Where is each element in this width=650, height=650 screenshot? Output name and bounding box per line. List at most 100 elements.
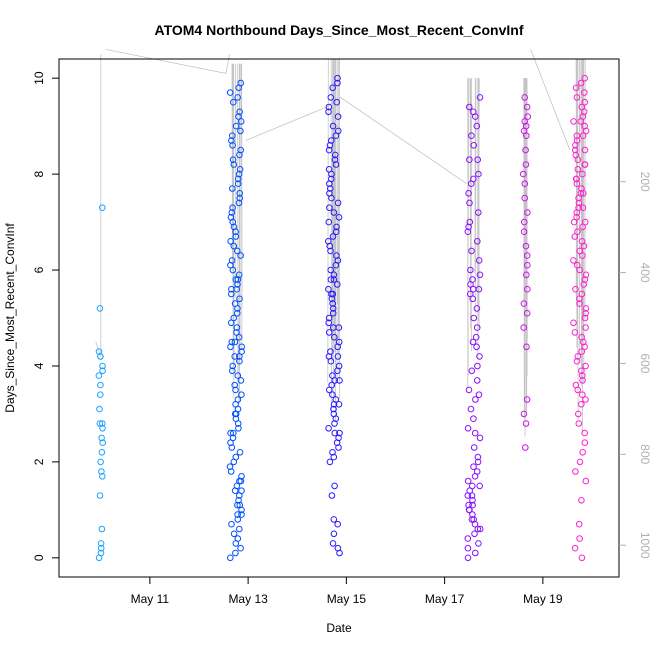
data-point: [331, 333, 338, 341]
data-point: [331, 156, 339, 163]
data-point: [236, 357, 243, 365]
data-point: [236, 492, 243, 499]
data-point: [331, 377, 339, 384]
data-point: [230, 530, 238, 538]
data-point: [334, 343, 342, 351]
data-point: [476, 525, 484, 533]
data-point: [228, 444, 236, 451]
data-point: [466, 506, 473, 514]
data-point: [226, 463, 234, 471]
data-point: [474, 238, 481, 245]
data-point: [578, 367, 585, 375]
data-point: [468, 132, 475, 139]
data-point: [574, 166, 582, 173]
data-point: [520, 170, 527, 178]
data-point: [465, 386, 473, 394]
data-point: [232, 540, 240, 547]
data-point: [329, 290, 337, 298]
data-point: [577, 79, 585, 87]
data-point: [332, 161, 340, 168]
data-point: [330, 405, 337, 413]
data-point: [331, 482, 338, 490]
data-points: [95, 74, 590, 562]
y2-tick-label: 400: [638, 263, 650, 283]
data-point: [228, 209, 236, 216]
data-point: [574, 353, 582, 360]
data-point: [476, 353, 483, 360]
data-point: [573, 357, 581, 365]
data-point: [579, 372, 586, 379]
data-point: [579, 449, 587, 456]
data-point: [334, 113, 342, 120]
data-point: [576, 266, 584, 274]
data-point: [582, 396, 589, 403]
data-point: [227, 439, 234, 447]
data-point: [336, 549, 343, 557]
data-point: [524, 261, 531, 269]
data-point: [578, 497, 585, 504]
data-point: [234, 247, 241, 255]
data-point: [523, 132, 530, 139]
data-point: [237, 544, 244, 552]
data-point: [330, 209, 338, 216]
data-point: [465, 190, 472, 197]
data-point: [576, 458, 584, 466]
y-tick-label: 4: [32, 362, 46, 369]
data-point: [572, 146, 579, 154]
data-point: [582, 477, 590, 485]
data-point: [98, 525, 106, 533]
data-point: [581, 98, 589, 106]
data-point: [464, 228, 472, 235]
data-point: [577, 118, 585, 125]
data-point: [573, 94, 581, 101]
data-point: [470, 314, 478, 322]
x-tick-label: May 13: [228, 592, 268, 606]
data-point: [476, 482, 484, 490]
data-point: [521, 118, 529, 125]
data-point: [470, 463, 477, 471]
data-point: [575, 199, 583, 207]
data-point: [236, 353, 243, 360]
data-point: [227, 343, 234, 351]
data-point: [335, 444, 342, 451]
data-point: [234, 175, 242, 183]
data-point: [329, 309, 337, 317]
data-point: [325, 218, 333, 226]
data-point: [464, 425, 472, 432]
data-point: [332, 132, 340, 139]
data-point: [325, 425, 332, 432]
data-point: [229, 266, 237, 274]
data-point: [524, 285, 531, 293]
data-point: [523, 271, 530, 279]
data-point: [471, 520, 479, 528]
data-point: [326, 142, 334, 149]
data-point: [237, 252, 244, 259]
data-point: [234, 281, 241, 288]
data-point: [520, 324, 528, 331]
data-point: [325, 146, 333, 154]
data-point: [232, 228, 239, 235]
y-tick-label: 10: [32, 71, 46, 85]
data-point: [234, 180, 242, 187]
data-point: [235, 425, 242, 432]
data-point: [469, 501, 476, 509]
data-point: [99, 204, 106, 211]
data-point: [326, 180, 333, 187]
data-point: [475, 391, 483, 399]
data-point: [325, 285, 332, 293]
data-point: [469, 295, 477, 303]
data-point: [329, 233, 337, 240]
data-point: [574, 156, 582, 163]
data-point: [467, 281, 474, 288]
data-point: [237, 146, 244, 154]
data-point: [230, 242, 238, 250]
data-point: [582, 218, 589, 226]
chart-title: ATOM4 Northbound Days_Since_Most_Recent_…: [155, 22, 524, 38]
data-point: [464, 477, 472, 485]
data-point: [330, 401, 338, 408]
data-point: [234, 501, 241, 509]
data-point: [229, 218, 237, 226]
data-point: [573, 180, 581, 187]
data-point: [579, 204, 587, 211]
data-point: [236, 194, 243, 202]
